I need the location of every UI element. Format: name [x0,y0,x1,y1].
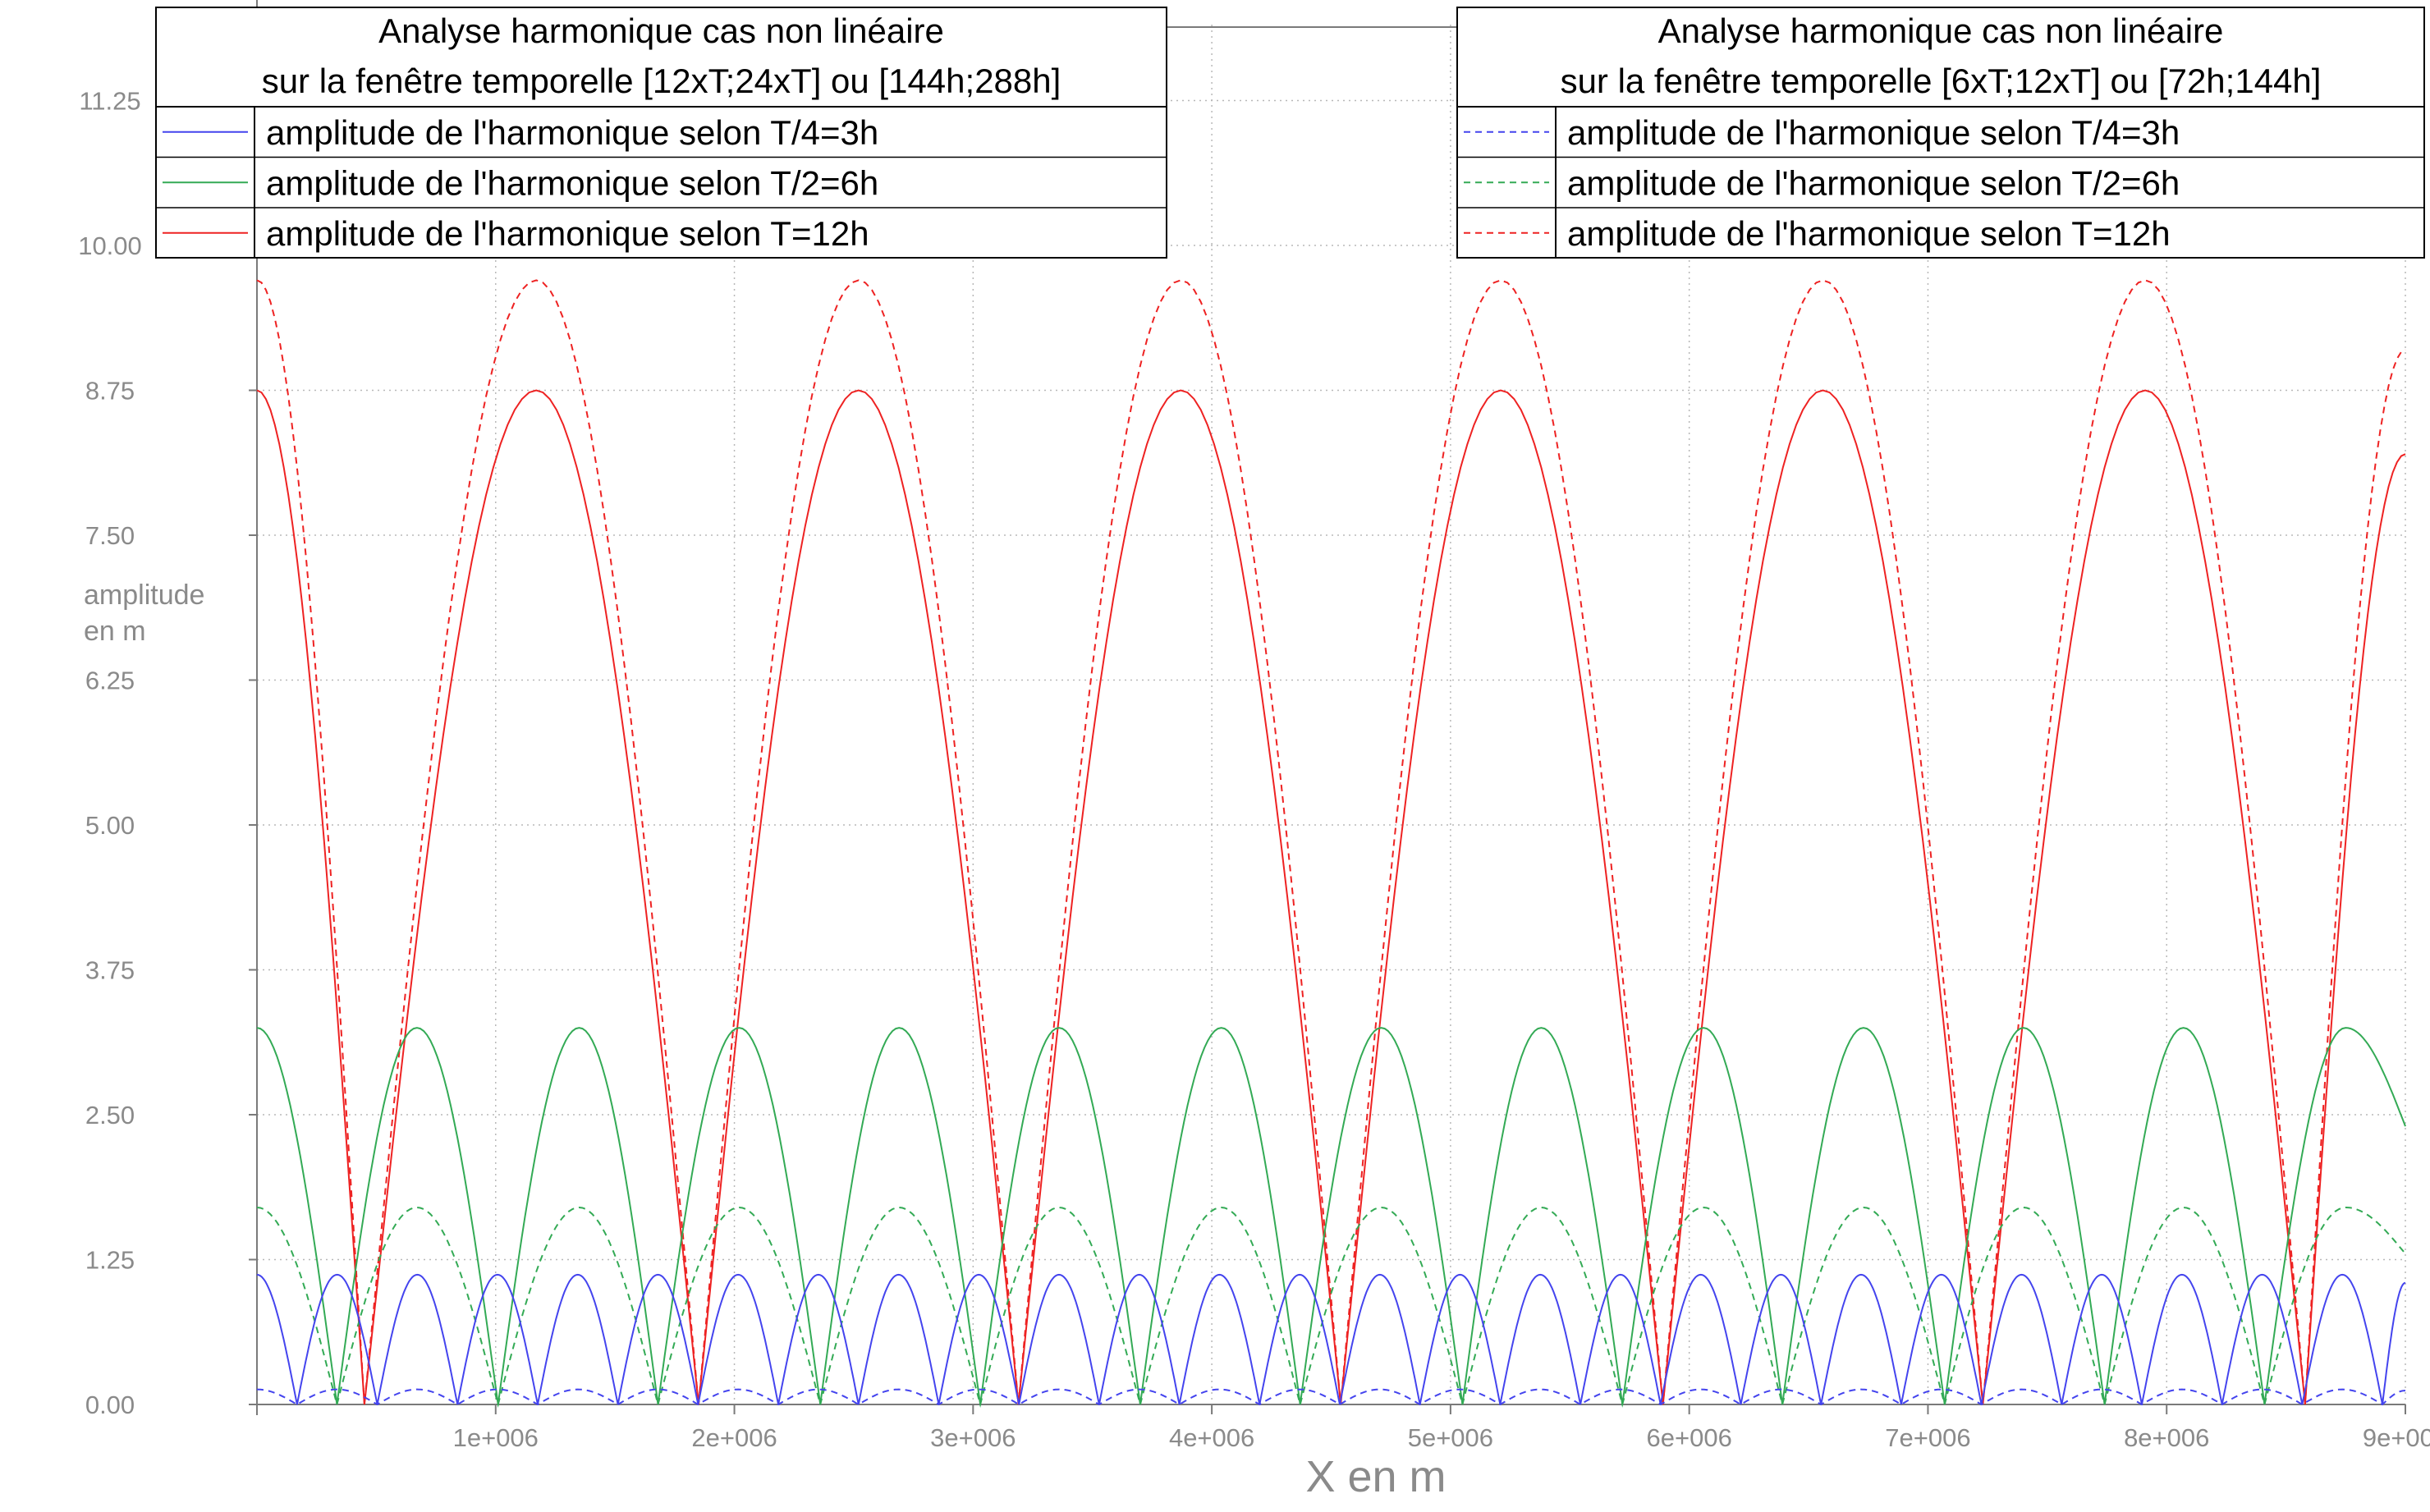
y-tick-label: 6.25 [85,667,135,695]
legend-label: amplitude de l'harmonique selon T/2=6h [1567,163,2180,202]
y-tick-label: 5.00 [85,811,135,840]
x-tick-label: 4e+006 [1169,1423,1254,1452]
x-axis-title: X en m [1305,1452,1446,1501]
x-tick-label: 5e+006 [1408,1423,1493,1452]
legend-label: amplitude de l'harmonique selon T/2=6h [266,163,878,202]
series-line [256,1027,2406,1405]
legend-label: amplitude de l'harmonique selon T=12h [1567,214,2171,253]
legend-title-line: Analyse harmonique cas non linéaire [378,11,944,50]
x-tick-label: 1e+006 [453,1423,539,1452]
tick-labels: 0.00 1.25 2.50 3.75 5.00 6.25 7.50 8.75 10.00 11.… [78,87,2430,1453]
x-tick-label: 8e+006 [2124,1423,2209,1452]
y-axis-title-line-2: en m [84,616,146,647]
y-tick-label: 0.00 [85,1391,135,1419]
legend-box: Analyse harmonique cas non linéaire sur l… [155,7,1167,259]
y-tick-label: 11.25 [79,87,140,116]
legend-label: amplitude de l'harmonique selon T/4=3h [266,113,878,152]
x-tick-label: 9e+006 [2363,1423,2430,1452]
series-line [256,1273,2406,1405]
legend-title-line: sur la fenêtre temporelle [12xT;24xT] ou… [262,62,1061,100]
y-tick-label: 10.00 [78,231,142,260]
series-line [256,1206,2406,1408]
series-line [256,1388,2405,1406]
legend-box: Analyse harmonique cas non linéaire sur l… [1456,7,2425,259]
x-tick-label: 6e+006 [1647,1423,1732,1452]
y-tick-label: 3.75 [85,956,135,985]
series-group [256,279,2406,1408]
y-axis-title: amplitude en m [84,580,213,647]
legend-title-line: sur la fenêtre temporelle [6xT;12xT] ou … [1561,62,2322,100]
y-tick-label: 7.50 [85,521,135,550]
x-tick-label: 2e+006 [691,1423,777,1452]
legend-frame [155,7,1167,259]
y-tick-label: 1.25 [85,1246,135,1275]
x-tick-label: 7e+006 [1885,1423,1970,1452]
series-line [256,279,2406,1405]
legend-frame [1456,7,2425,259]
y-tick-label: 2.50 [85,1101,135,1129]
legends: Analyse harmonique cas non linéaire sur l… [155,7,2425,259]
legend-title-line: Analyse harmonique cas non linéaire [1658,11,2224,50]
y-axis-title-line-1: amplitude [84,580,204,611]
legend-label: amplitude de l'harmonique selon T=12h [266,214,869,253]
x-tick-label: 3e+006 [930,1423,1016,1452]
y-tick-label: 8.75 [85,377,135,405]
legend-label: amplitude de l'harmonique selon T/4=3h [1567,113,2180,152]
